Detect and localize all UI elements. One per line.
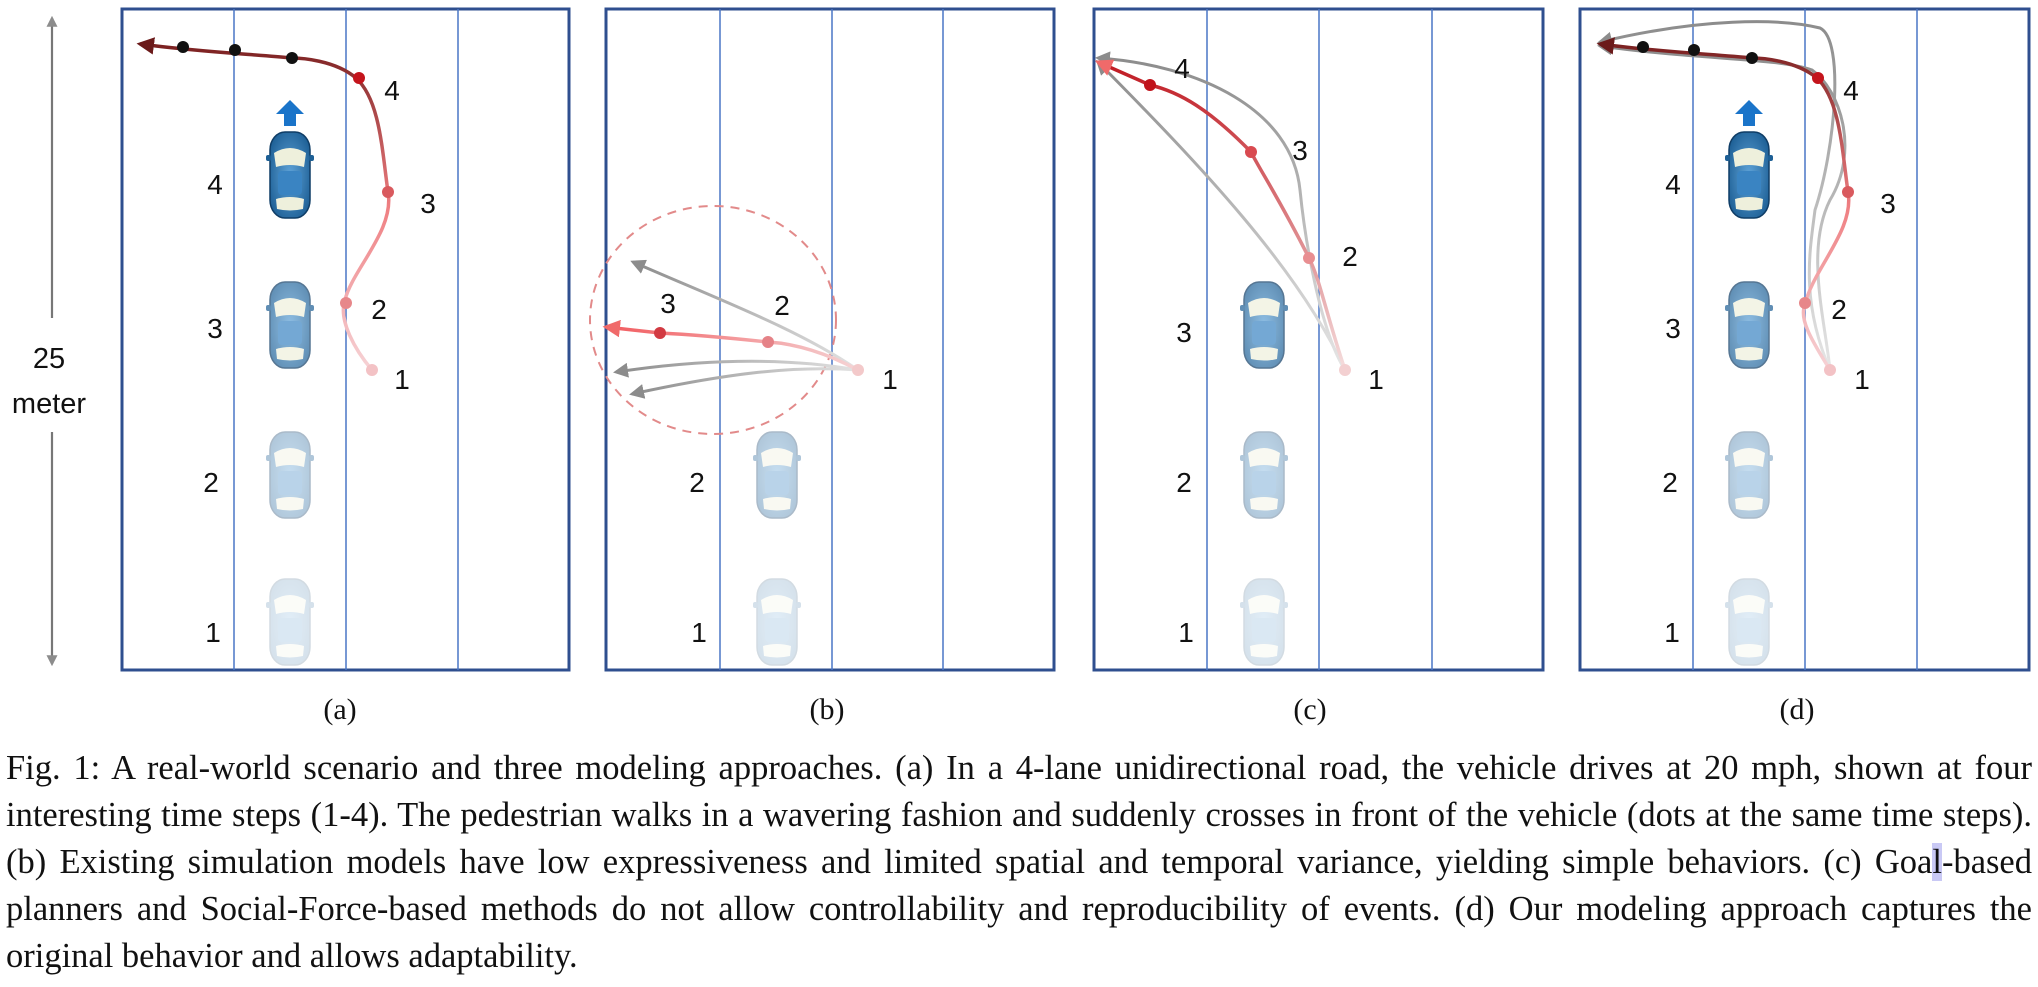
gray-trajectory: [613, 359, 859, 378]
pedestrian-step-label: 1: [394, 364, 410, 395]
panel-label: (c): [1293, 693, 1326, 726]
caption-text: -based planners and Social-Force-based m…: [6, 843, 2032, 975]
panel-label: (b): [810, 693, 845, 726]
vehicle-step-label: 1: [1664, 617, 1680, 648]
pedestrian-step-label: 4: [1843, 75, 1859, 106]
vehicle-step-label: 3: [1176, 317, 1192, 348]
pedestrian-step-label: 2: [1342, 241, 1358, 272]
vehicle-step-label: 2: [203, 467, 219, 498]
direction-arrow-icon: [1735, 100, 1763, 126]
scale-bar: 25 meter: [12, 15, 86, 667]
vehicle-step-3: [1239, 281, 1289, 369]
pedestrian-step-label: 1: [882, 364, 898, 395]
gray-trajectory: [1095, 51, 1347, 371]
vehicle-step-4: [1724, 131, 1774, 219]
pedestrian-step-label: 4: [1174, 53, 1190, 84]
panel-a: 4 3 2 1 1 2 3 4 (a): [120, 7, 571, 726]
scale-unit: meter: [12, 388, 86, 420]
pedestrian-trajectory: [1596, 37, 1851, 371]
gray-trajectory: [1095, 59, 1347, 371]
vehicle-step-2: [1239, 431, 1289, 519]
pedestrian-trajectory: [1094, 59, 1347, 371]
vehicle-step-label: 4: [207, 169, 223, 200]
vehicle-step-label: 4: [1665, 169, 1681, 200]
vehicle-step-1: [752, 578, 802, 666]
vehicle-step-label: 1: [691, 617, 707, 648]
vehicle-step-1: [265, 578, 315, 666]
vehicle-step-label: 3: [207, 313, 223, 344]
pedestrian-step-label: 2: [371, 294, 387, 325]
vehicle-step-2: [265, 431, 315, 519]
direction-arrow-icon: [276, 100, 304, 126]
vehicle-step-label: 2: [1662, 467, 1678, 498]
vehicle-step-4: [265, 131, 315, 219]
pedestrian-step-label: 3: [420, 188, 436, 219]
pedestrian-trajectory: [136, 37, 391, 372]
pedestrian-step-label: 4: [384, 75, 400, 106]
figure-caption: Fig. 1: A real-world scenario and three …: [6, 745, 2032, 980]
vehicle-step-2: [1724, 431, 1774, 519]
gray-trajectory: [1597, 40, 1847, 371]
gray-trajectory: [630, 259, 859, 372]
vehicle-step-label: 2: [1176, 467, 1192, 498]
vehicle-step-3: [265, 281, 315, 369]
pedestrian-step-label: 3: [1880, 188, 1896, 219]
scale-value: 25: [33, 343, 65, 375]
pedestrian-step-label: 1: [1368, 364, 1384, 395]
panel-c: 3 2 1 1 2 3 4 (c): [1092, 7, 1545, 726]
vehicle-step-label: 1: [205, 617, 221, 648]
gray-trajectory: [629, 367, 859, 399]
pedestrian-step-label: 1: [1854, 364, 1870, 395]
panel-d: 4 3 2 1 1 2 3 4 (d): [1578, 7, 2031, 726]
panel-b: 2 1 1 2 3 (b): [589, 7, 1056, 726]
panel-label: (a): [323, 693, 356, 726]
pedestrian-step-label: 3: [660, 288, 676, 319]
variance-circle: [589, 205, 837, 435]
caption-text: Fig. 1: A real-world scenario and three …: [6, 749, 2032, 881]
vehicle-step-label: 3: [1665, 313, 1681, 344]
vehicle-step-3: [1724, 281, 1774, 369]
figure: 25 meter 4 3 2 1 1 2 3 4 (a): [12, 7, 2031, 726]
vehicle-step-1: [1239, 578, 1289, 666]
vehicle-step-label: 2: [689, 467, 705, 498]
caption-highlight: l: [1932, 843, 1942, 881]
vehicle-step-1: [1724, 578, 1774, 666]
gray-trajectory: [1597, 20, 1837, 371]
pedestrian-step-label: 2: [1831, 294, 1847, 325]
panel-label: (d): [1780, 693, 1815, 726]
pedestrian-step-label: 3: [1292, 135, 1308, 166]
vehicle-step-label: 1: [1178, 617, 1194, 648]
pedestrian-step-label: 2: [774, 290, 790, 321]
vehicle-step-2: [752, 431, 802, 519]
